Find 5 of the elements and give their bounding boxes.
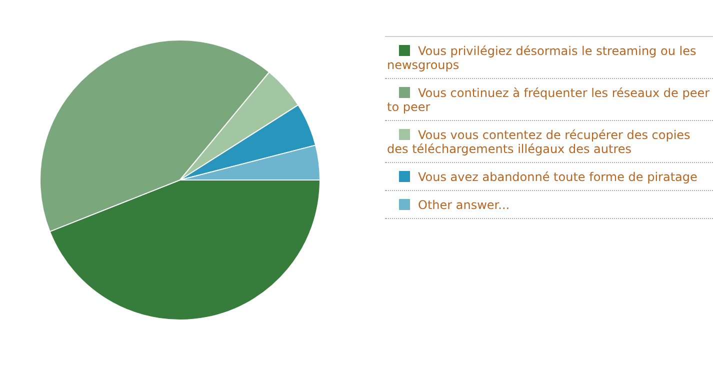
legend-label: Other answer...: [385, 191, 713, 219]
legend-label: Vous vous contentez de récupérer des copies des téléchargements illégaux des autres: [385, 121, 713, 163]
legend-label: Vous privilégiez désormais le streaming ou les newsgroups: [385, 37, 713, 79]
legend-label: Vous avez abandonné toute forme de piratage: [385, 163, 713, 191]
legend-label: Vous continuez à fréquenter les réseaux de peer to peer: [385, 79, 713, 121]
